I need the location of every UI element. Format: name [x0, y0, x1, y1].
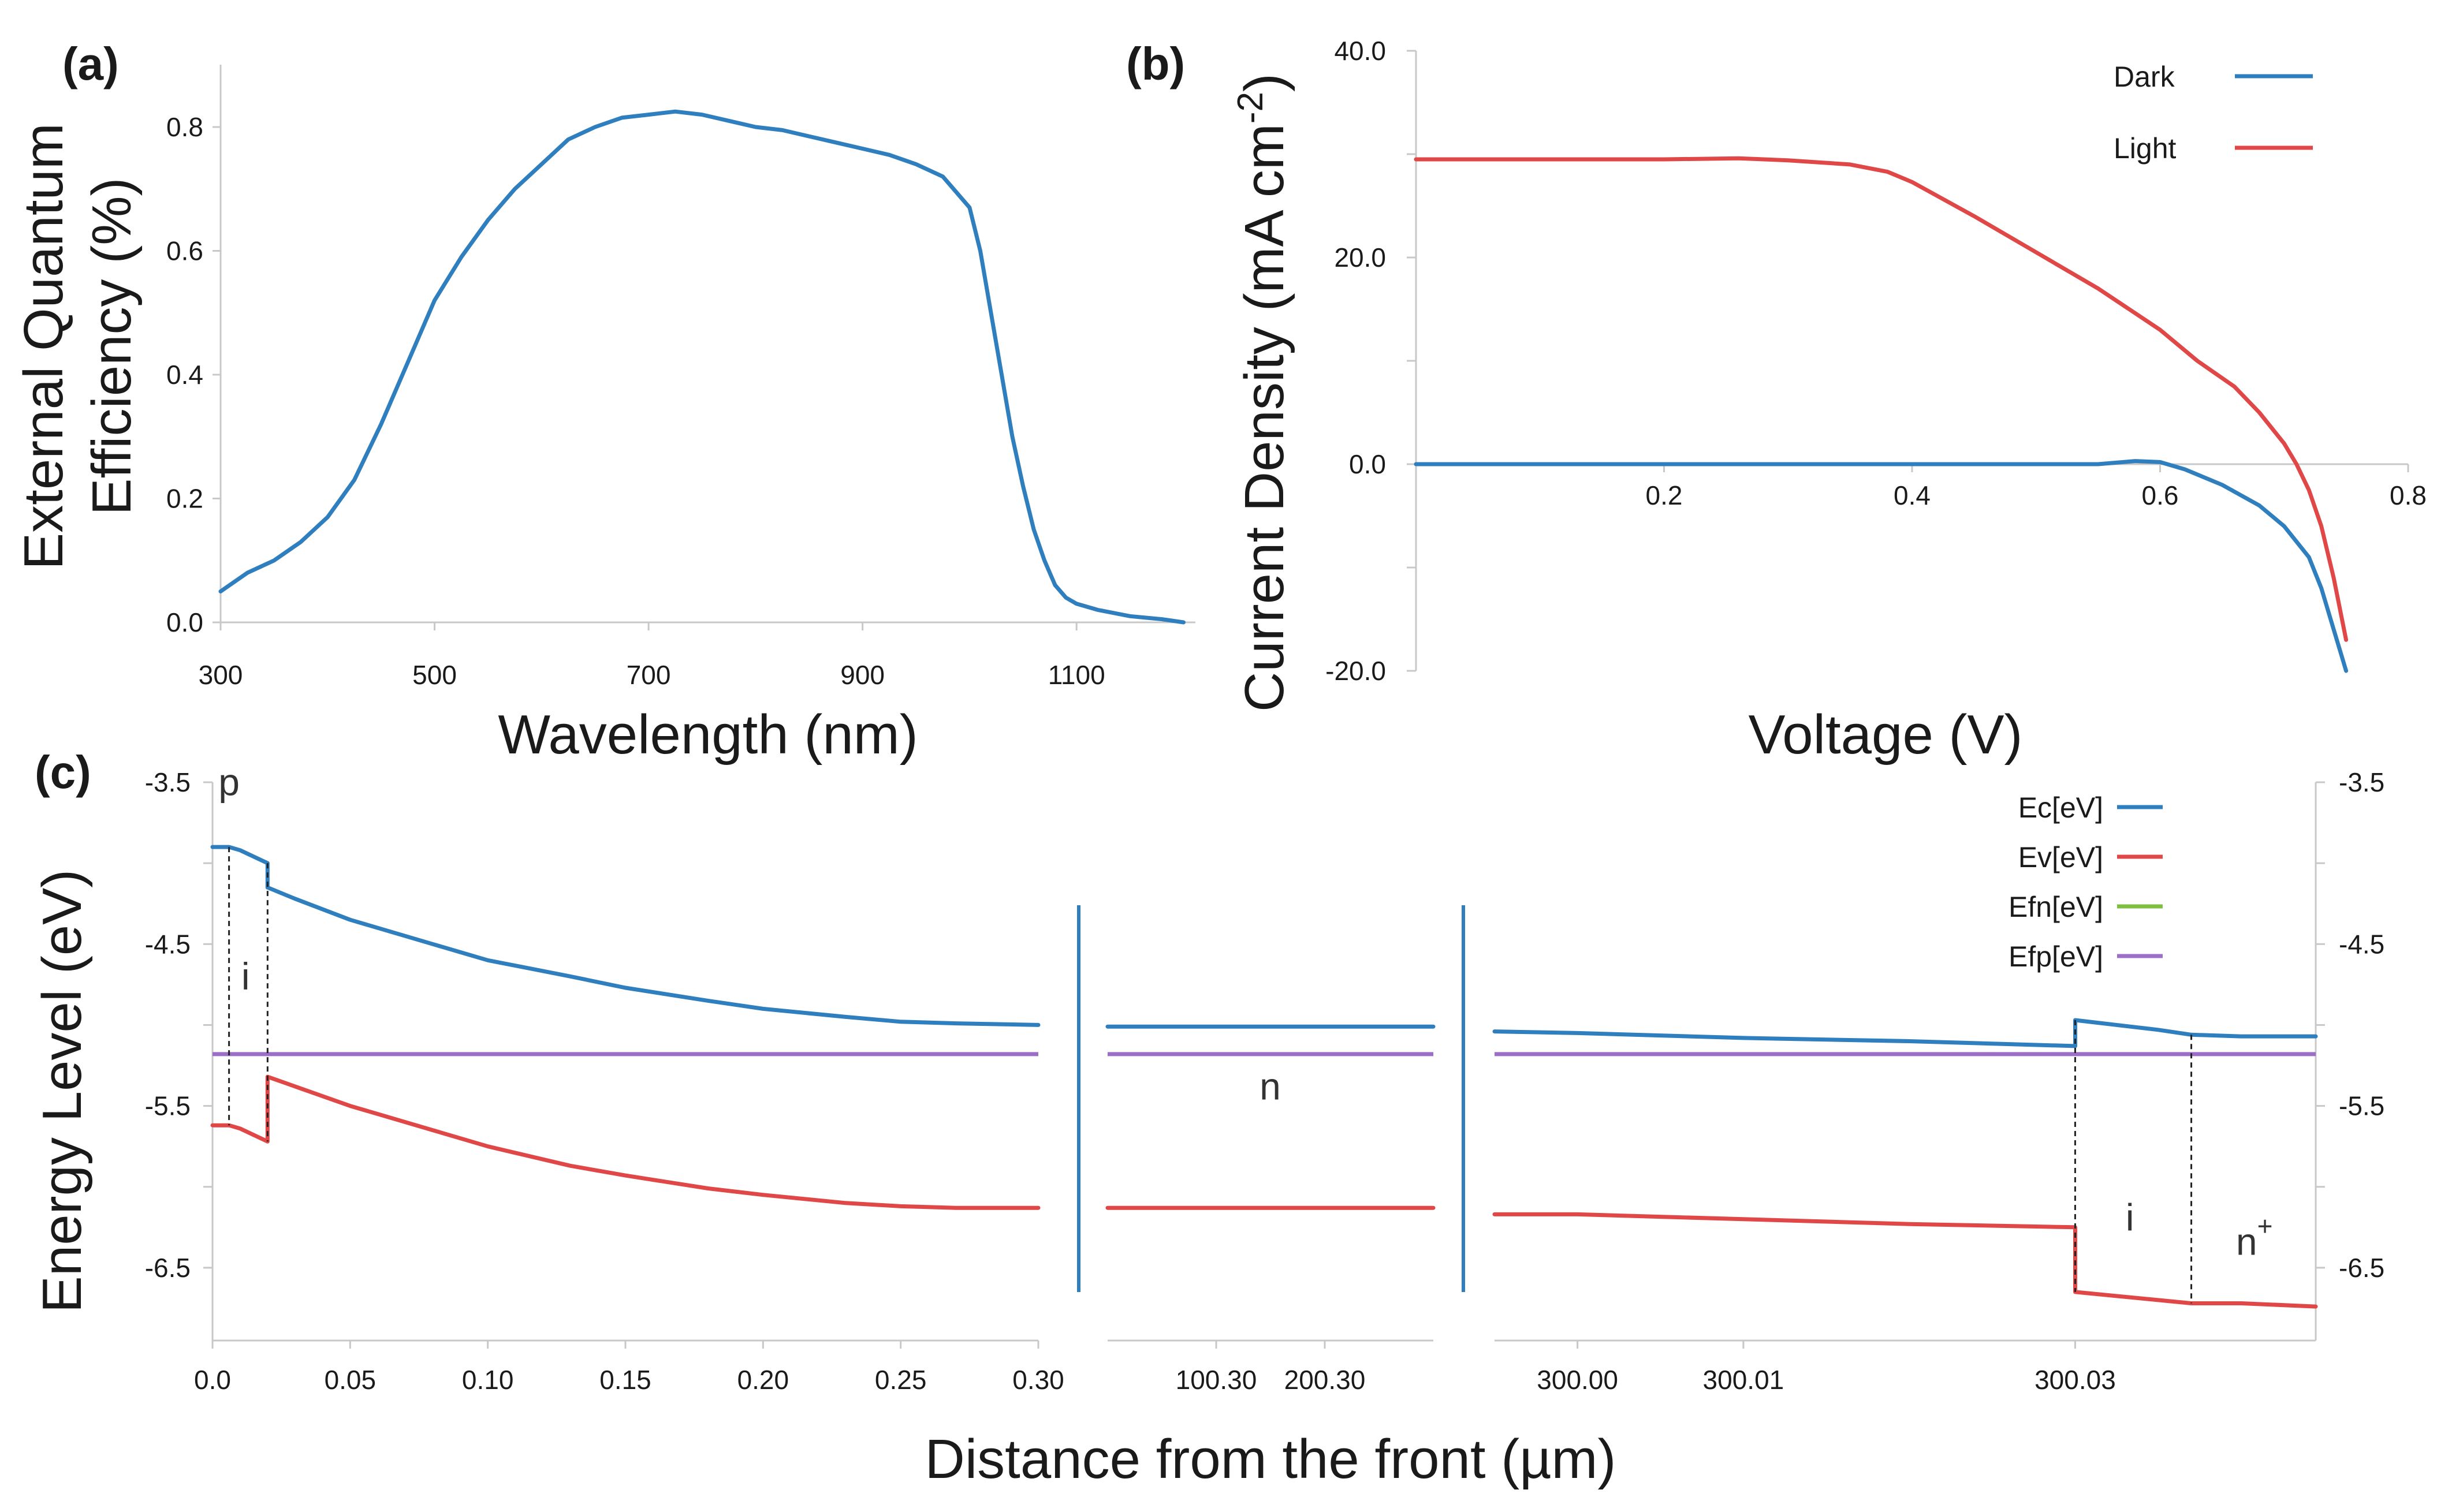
band-x-axis-title: Distance from the front (µm): [925, 1428, 1616, 1490]
eqe-x-tick-label: 300: [199, 660, 243, 690]
band-legend-label: Efn[eV]: [2009, 891, 2103, 923]
band-right-y-tick-label: -3.5: [2339, 767, 2384, 797]
eqe-x-axis-title: Wavelength (nm): [498, 704, 918, 766]
jv-legend-label: Light: [2114, 132, 2177, 165]
jv-x-tick-label: 0.2: [1646, 480, 1683, 510]
jv-y-tick-label: 20.0: [1334, 242, 1386, 272]
jv-legend: Dark Light: [2114, 61, 2313, 165]
band-x-tick-label: 200.30: [1284, 1365, 1366, 1395]
region-label: p: [218, 760, 240, 803]
jv-series-dark: [1414, 459, 2349, 673]
jv-y-tick-label: 0.0: [1349, 449, 1386, 479]
band-x-tick-label: 0.20: [737, 1365, 789, 1395]
band-right-y-tick-label: -5.5: [2339, 1091, 2384, 1121]
jv-y-axis-title-end: ): [1234, 73, 1295, 92]
jv-x-tick-label: 0.4: [1894, 480, 1931, 510]
jv-y-axis-title-sup: -2: [1231, 92, 1270, 124]
band-x-tick-label: 300.01: [1703, 1365, 1784, 1395]
band-right-y-tick-label: -4.5: [2339, 929, 2384, 959]
eqe-series-line: [218, 109, 1186, 625]
panel-a-label: (a): [62, 38, 119, 89]
region-label: i: [241, 955, 250, 998]
jv-y-tick-label: 40.0: [1334, 36, 1386, 66]
region-label-text: n: [2236, 1220, 2257, 1263]
band-right-y-tick-label: -6.5: [2339, 1253, 2384, 1283]
jv-x-axis-title: Voltage (V): [1749, 704, 2023, 766]
region-label-text: p: [218, 760, 240, 803]
valence-band-line: [210, 1074, 1041, 1210]
eqe-y-tick-label: 0.0: [166, 607, 203, 637]
band-diagram-chart: (c) -3.5 -3.5 -4.5 -4.5 -5.5 -5.5 -6.5 -6.5 0.0 0…: [31, 746, 2384, 1490]
band-x-tick-label: 0.25: [875, 1365, 927, 1395]
eqe-x-tick-label: 700: [627, 660, 671, 690]
band-legend: Ec[eV] Ev[eV] Efn[eV] Efp[eV]: [2009, 792, 2163, 973]
region-label: n+: [2236, 1211, 2273, 1263]
band-x-tick-label: 300.03: [2034, 1365, 2116, 1395]
region-label-text: i: [2126, 1196, 2134, 1238]
conduction-band-line: [210, 845, 1041, 1027]
region-label: n: [1260, 1065, 1281, 1107]
band-left-y-tick-label: -5.5: [145, 1091, 191, 1121]
band-x-tick-label: 100.30: [1176, 1365, 1257, 1395]
band-legend-label: Efp[eV]: [2009, 940, 2103, 973]
jv-chart: (b) 0.2 0.4 0.6 0.8 -20.0 0.0 20.0 40.0 Dark Lig…: [1126, 36, 2427, 766]
region-label: i: [2126, 1196, 2134, 1238]
band-x-tick-label: 0.30: [1012, 1365, 1064, 1395]
region-label-text: n: [1260, 1065, 1281, 1107]
eqe-y-tick-label: 0.8: [166, 112, 203, 142]
panel-c-label: (c): [35, 746, 91, 798]
jv-legend-label: Dark: [2114, 61, 2175, 93]
eqe-y-tick-label: 0.6: [166, 236, 203, 266]
eqe-chart: (a) 300 500 700 900 1100 0.0 0.2 0.4 0.6 0.8 Wave…: [13, 38, 1195, 766]
eqe-x-tick-label: 900: [840, 660, 885, 690]
band-x-tick-label: 300.00: [1537, 1365, 1618, 1395]
eqe-y-tick-label: 0.4: [166, 360, 203, 390]
band-y-axis-title: Energy Level (eV): [31, 869, 93, 1313]
jv-x-tick-label: 0.8: [2390, 480, 2427, 510]
band-legend-label: Ev[eV]: [2018, 841, 2103, 873]
jv-y-axis-title: Current Density (mA cm-2): [1231, 73, 1295, 712]
eqe-y-axis-title-line-2: Efficiency (%): [81, 177, 143, 515]
band-x-tick-label: 0.0: [194, 1365, 231, 1395]
band-left-y-tick-label: -6.5: [145, 1253, 191, 1283]
jv-x-tick-label: 0.6: [2142, 480, 2179, 510]
valence-band-line: [1492, 1212, 2318, 1309]
eqe-x-tick-label: 500: [412, 660, 457, 690]
band-x-tick-label: 0.15: [599, 1365, 651, 1395]
panel-b-label: (b): [1126, 38, 1185, 89]
jv-series-light: [1414, 156, 2349, 642]
eqe-y-tick-label: 0.2: [166, 484, 203, 514]
jv-y-tick-label: -20.0: [1325, 656, 1386, 686]
eqe-x-tick-label: 1100: [1048, 660, 1105, 690]
band-left-y-tick-label: -3.5: [145, 767, 191, 797]
region-label-text: i: [241, 955, 250, 998]
band-x-tick-label: 0.10: [462, 1365, 514, 1395]
band-legend-label: Ec[eV]: [2018, 792, 2103, 824]
jv-y-axis-title-main: Current Density (mA cm: [1234, 124, 1295, 712]
band-left-y-tick-label: -4.5: [145, 929, 191, 959]
band-x-tick-label: 0.05: [325, 1365, 377, 1395]
eqe-y-axis-title-line-1: External Quantum: [13, 123, 74, 570]
region-label-superscript: +: [2257, 1211, 2273, 1241]
